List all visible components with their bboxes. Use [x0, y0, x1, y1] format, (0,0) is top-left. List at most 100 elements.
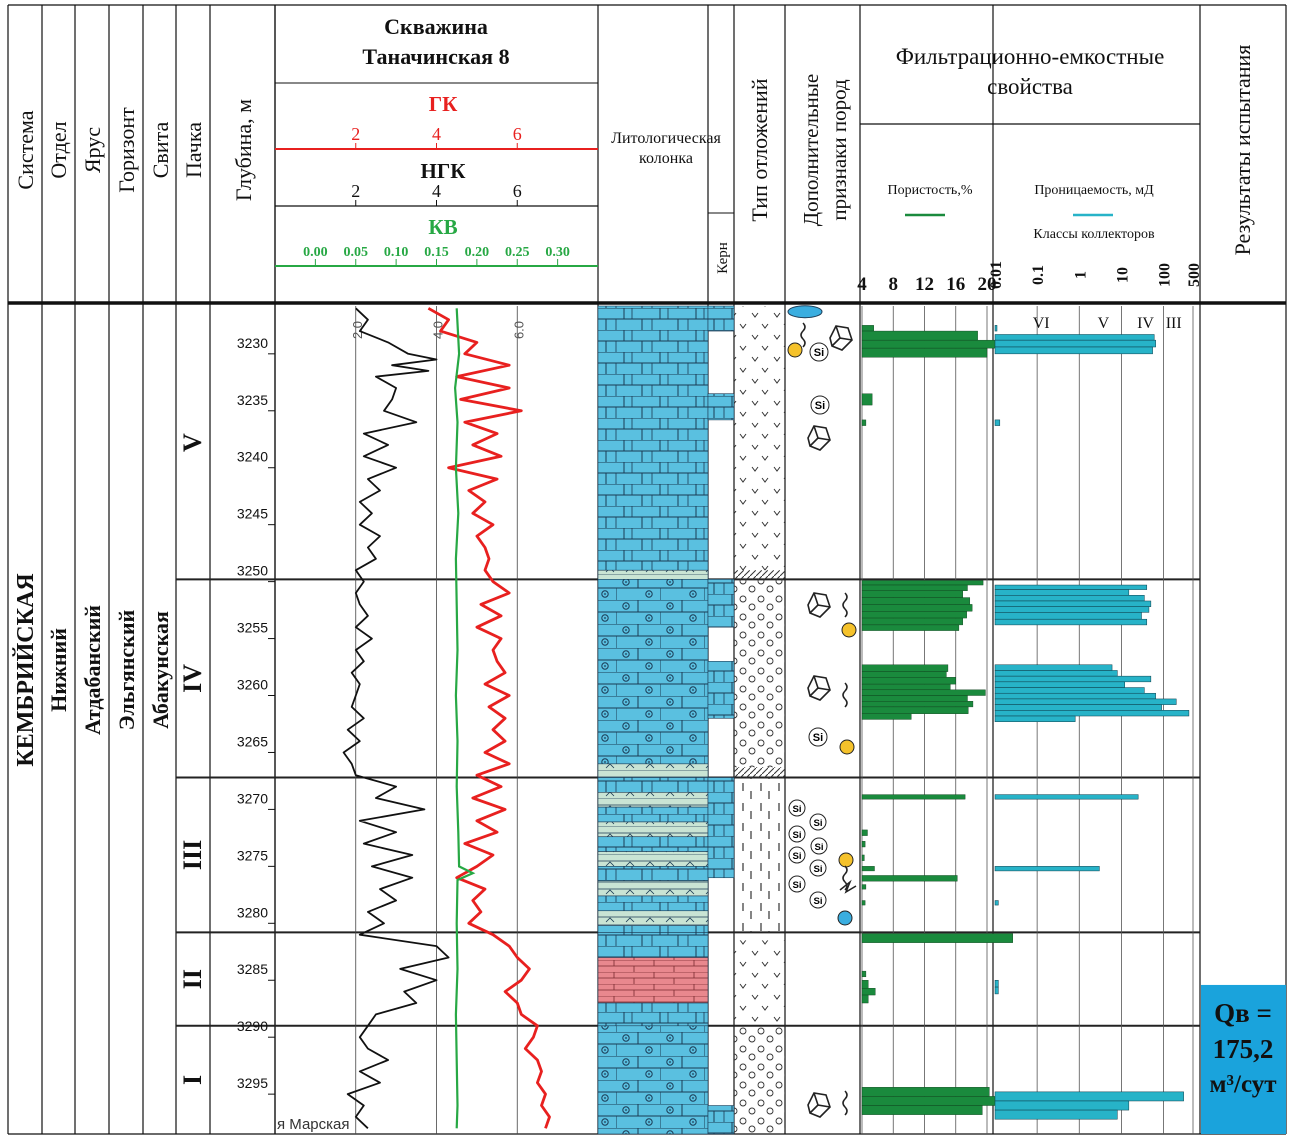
depth-tick-label: 3280 — [237, 904, 268, 920]
burrow-symbol — [800, 322, 806, 348]
perm-tick-label: 500 — [1186, 263, 1203, 287]
strat-system: КЕМБРИЙСКАЯ — [13, 573, 39, 766]
permeability-bar — [994, 618, 1148, 626]
porosity-bar — [861, 330, 978, 341]
litho-interbed — [597, 925, 709, 933]
deposit-type-header: Тип отложений — [747, 78, 772, 221]
pack-label: V — [178, 433, 207, 452]
collector-class-label: V — [1098, 315, 1110, 332]
kv-curve — [453, 308, 476, 1129]
test-result-line1: Qв = — [1214, 998, 1272, 1028]
litho-limestone — [597, 305, 709, 571]
porosity-bar — [861, 988, 876, 996]
strat-suite: Абакунская — [148, 611, 173, 729]
deposit-type-v — [734, 940, 785, 1026]
litho-pink-layer — [597, 957, 709, 1004]
mineral-dot — [839, 739, 855, 755]
ngk-tick-label: 2 — [351, 181, 360, 201]
litho-interbed — [597, 821, 709, 838]
silica-symbol: Si — [808, 727, 828, 747]
permeability-bar — [994, 339, 1156, 348]
deposit-type-lines — [734, 777, 785, 933]
porosity-bar — [861, 393, 873, 406]
burrow-symbol — [842, 865, 848, 891]
porosity-bar — [861, 664, 949, 672]
deposit-type-v — [734, 306, 785, 571]
porosity-bar — [861, 624, 960, 631]
permeability-bar — [994, 900, 999, 906]
svg-text:Si: Si — [792, 851, 801, 862]
svg-text:Si: Si — [792, 880, 801, 891]
extra-header-line1: Дополнительные — [799, 74, 823, 226]
silica-symbol: Si — [810, 837, 828, 855]
kv-tick-label: 0.10 — [384, 245, 409, 260]
well-title-line1: Скважина — [384, 14, 488, 39]
porosity-bar — [861, 994, 869, 1004]
kv-tick-label: 0.20 — [465, 245, 490, 260]
curve-tick-label: 6.0 — [511, 321, 526, 339]
permeability-bar — [994, 334, 1155, 341]
collector-class-label: VI — [1033, 315, 1050, 332]
porosity-tick-label: 8 — [889, 274, 899, 295]
deposit-type-o — [734, 579, 785, 768]
porosity-bar — [861, 419, 867, 426]
porosity-bar — [861, 1105, 983, 1115]
depth-tick-label: 3250 — [237, 563, 268, 579]
silica-symbol: Si — [810, 395, 830, 415]
mineral-dot — [841, 622, 857, 638]
fracture-symbol — [839, 879, 857, 894]
permeability-bar — [994, 692, 1156, 700]
silica-symbol: Si — [809, 859, 827, 877]
gk-tick-label: 6 — [513, 124, 522, 144]
kv-label: КВ — [428, 215, 457, 239]
depth-tick-label: 3290 — [237, 1018, 268, 1034]
silica-symbol: Si — [809, 342, 829, 362]
pack-label: IV — [178, 664, 207, 693]
porosity-bar — [861, 617, 963, 626]
porosity-bar — [861, 713, 912, 720]
core-interval — [707, 305, 735, 332]
permeability-bar — [994, 704, 1162, 711]
fes-header-line2: свойства — [987, 74, 1073, 99]
porosity-bar — [861, 875, 958, 882]
porosity-bar — [861, 841, 866, 848]
porosity-bar — [861, 1096, 1011, 1106]
gk-curve — [427, 307, 551, 1129]
permeability-bar — [994, 325, 998, 332]
porosity-bar — [861, 794, 966, 800]
permeability-bar — [994, 715, 1076, 722]
permeability-bar — [994, 1100, 1130, 1111]
porosity-bar — [861, 339, 1013, 349]
porosity-bar — [861, 970, 867, 978]
deposit-type-hatch — [734, 767, 785, 778]
water-lens-symbol — [787, 305, 823, 319]
porosity-bar — [861, 325, 874, 332]
curve-tick-label: 2.0 — [350, 321, 365, 339]
header-department: Отдел — [46, 121, 71, 178]
core-header: Керн — [715, 242, 731, 274]
fes-header-line1: Фильтрационно-емкостные — [896, 44, 1165, 69]
porosity-header: Пористость,% — [888, 183, 973, 198]
crystal-symbol — [829, 325, 853, 351]
svg-text:Si: Si — [813, 864, 822, 875]
litho-interbed — [597, 880, 709, 897]
svg-text:Si: Si — [815, 400, 825, 412]
permeability-bar — [994, 595, 1145, 602]
silica-symbol: Si — [809, 891, 827, 909]
curve-tick-label: 4.0 — [431, 321, 446, 339]
silica-symbol: Si — [809, 813, 827, 831]
svg-text:Si: Si — [813, 896, 822, 907]
kv-tick-label: 0.30 — [545, 245, 570, 260]
header-stage: Ярус — [80, 127, 105, 173]
porosity-tick-label: 12 — [915, 274, 934, 295]
litho-interbed — [597, 851, 709, 867]
porosity-tick-label: 4 — [857, 274, 867, 295]
kv-tick-label: 0.00 — [303, 245, 328, 260]
results-header: Результаты испытания — [1230, 45, 1255, 256]
strat-department: Нижний — [46, 628, 71, 712]
collector-class-label: III — [1166, 315, 1182, 332]
mineral-dot — [787, 342, 803, 358]
porosity-bar — [861, 695, 968, 702]
porosity-bar — [861, 884, 867, 890]
porosity-bar — [861, 866, 875, 872]
